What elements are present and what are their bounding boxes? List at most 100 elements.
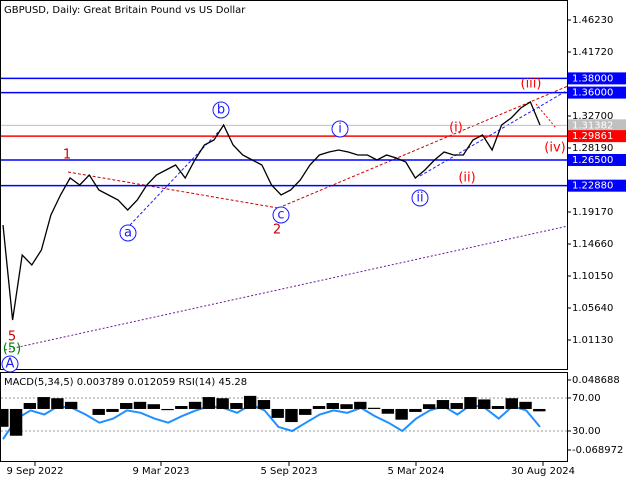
macd-bar xyxy=(464,397,477,409)
y2-tick-label: -0.068972 xyxy=(572,445,623,456)
macd-bar xyxy=(161,408,174,411)
macd-bar xyxy=(37,397,50,409)
price-line xyxy=(2,101,541,321)
wave-circle xyxy=(1,355,19,373)
chart-title: GBPUSD, Daily: Great Britain Pound vs US… xyxy=(4,5,246,16)
macd-bar xyxy=(120,403,133,409)
y-tick-label: 1.28190 xyxy=(572,143,613,154)
wave-circle xyxy=(272,206,290,224)
macd-bar xyxy=(450,403,463,409)
macd-bar xyxy=(340,404,353,409)
macd-bar xyxy=(285,408,298,423)
level-label: 1.22880 xyxy=(572,181,613,192)
macd-bar xyxy=(0,408,9,427)
y-tick-label: 1.10150 xyxy=(572,271,613,282)
macd-bar xyxy=(478,399,491,409)
x-tick-label: 9 Sep 2022 xyxy=(6,466,63,477)
rsi-line xyxy=(2,403,541,440)
macd-bar xyxy=(230,403,243,409)
macd-bar xyxy=(175,405,188,409)
macd-bar xyxy=(106,408,119,412)
y-tick-label: 1.32700 xyxy=(572,111,613,122)
y2-tick-label: 0.048688 xyxy=(572,375,620,386)
level-box xyxy=(568,72,626,85)
level-label: 1.29861 xyxy=(572,131,613,142)
macd-bar xyxy=(436,400,450,409)
macd-bar xyxy=(23,403,37,409)
wave-label: b xyxy=(217,103,225,118)
wave-circle xyxy=(119,224,137,242)
macd-bar xyxy=(202,397,216,409)
y-tick-label: 1.46230 xyxy=(572,15,613,26)
macd-bar xyxy=(271,408,284,418)
macd-bar xyxy=(312,405,326,409)
x-tick-label: 9 Mar 2023 xyxy=(132,466,189,477)
level-label: 1.31382 xyxy=(572,120,613,131)
macd-bar xyxy=(381,408,395,414)
trend-line xyxy=(535,103,557,129)
level-label: 1.36000 xyxy=(572,88,613,99)
trend-line xyxy=(4,225,569,351)
macd-bar xyxy=(395,408,408,420)
macd-bar xyxy=(422,404,436,409)
macd-bar xyxy=(147,404,160,409)
y-tick-label: 1.19170 xyxy=(572,207,613,218)
level-box xyxy=(568,179,626,192)
wave-label: (5) xyxy=(3,342,21,357)
macd-bar xyxy=(243,395,257,409)
wave-label: (i) xyxy=(449,121,463,136)
macd-bar xyxy=(92,408,105,415)
macd-bar xyxy=(299,408,312,415)
trend-line xyxy=(67,171,279,209)
macd-bar xyxy=(533,408,546,412)
wave-label: 2 xyxy=(273,223,281,238)
x-tick-label: 5 Sep 2023 xyxy=(260,466,317,477)
main-panel xyxy=(0,0,568,370)
y-tick-label: 1.01130 xyxy=(572,335,613,346)
trend-line xyxy=(419,89,569,177)
macd-bar xyxy=(64,401,78,409)
level-box xyxy=(568,153,626,166)
macd-bar xyxy=(216,398,229,409)
wave-label: 5 xyxy=(8,330,16,345)
level-box xyxy=(568,119,626,132)
wave-label: A xyxy=(6,357,15,372)
y-tick-label: 1.14660 xyxy=(572,239,613,250)
macd-bar xyxy=(326,403,339,409)
wave-label: (ii) xyxy=(458,171,475,186)
x-tick-label: 5 Mar 2024 xyxy=(387,466,444,477)
macd-bar xyxy=(409,408,422,412)
level-box xyxy=(568,130,626,143)
level-box xyxy=(568,86,626,99)
y-tick-label: 1.41720 xyxy=(572,47,613,58)
macd-bar xyxy=(257,400,271,409)
wave-label: ii xyxy=(416,191,423,206)
wave-label: a xyxy=(124,226,132,241)
wave-label: c xyxy=(277,208,284,223)
wave-label: 1 xyxy=(63,148,71,163)
indicator-title: MACD(5,34,5) 0.003789 0.012059 RSI(14) 4… xyxy=(4,377,247,388)
wave-label: (iii) xyxy=(521,77,542,92)
level-label: 1.26500 xyxy=(572,155,613,166)
macd-bar xyxy=(51,398,64,409)
y-tick-label: 1.05640 xyxy=(572,303,613,314)
wave-circle xyxy=(331,120,349,138)
wave-circle xyxy=(212,101,230,119)
wave-label: (iv) xyxy=(544,141,565,156)
wave-label: i xyxy=(338,122,342,137)
macd-bar xyxy=(367,407,381,409)
y-tick-label: 30.00 xyxy=(572,426,601,437)
macd-bar xyxy=(491,405,505,409)
macd-bar xyxy=(354,401,367,409)
level-label: 1.38000 xyxy=(572,73,613,84)
macd-bar xyxy=(505,398,518,409)
y-tick-label: 70.00 xyxy=(572,393,601,404)
macd-bar xyxy=(133,401,147,409)
x-tick-label: 30 Aug 2024 xyxy=(511,466,575,477)
macd-bar xyxy=(9,408,23,436)
wave-circle xyxy=(411,189,429,207)
macd-bar xyxy=(188,401,202,409)
macd-bar xyxy=(519,401,532,409)
